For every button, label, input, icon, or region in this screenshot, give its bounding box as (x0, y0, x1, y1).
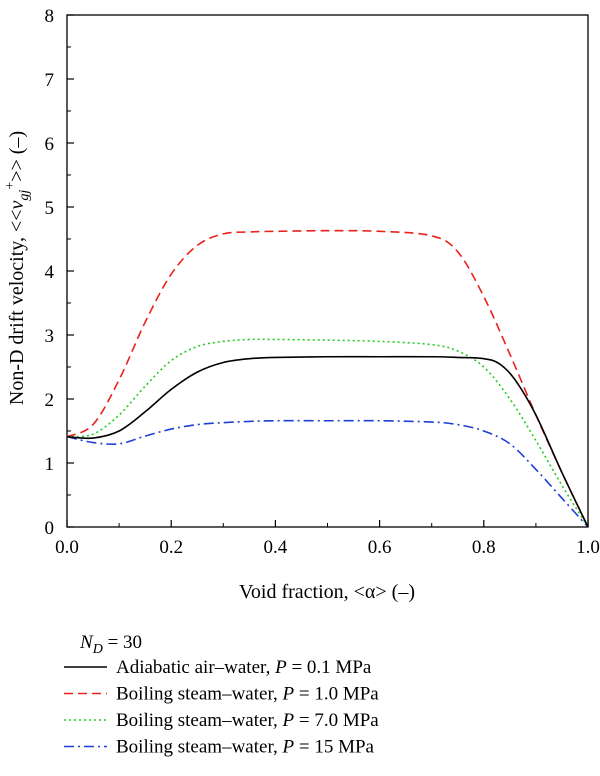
ticks-layer: 0.0 0.2 0.4 0.6 0.8 1.0 0 1 2 3 4 5 6 7 8 (45, 6, 600, 558)
plot-frame (66, 14, 589, 528)
legend-header: ND = 30 (79, 632, 142, 657)
x-tick-label: 1.0 (576, 537, 600, 558)
series-line-2 (66, 229, 589, 528)
legend-label-3: Boiling steam–water, P = 7.0 MPa (116, 710, 379, 731)
series-layer (66, 229, 589, 528)
y-tick-label: 7 (45, 70, 55, 91)
series-line-1 (66, 355, 589, 528)
x-axis-title: Void fraction, <α> (–) (239, 581, 415, 603)
y-tick-label: 1 (45, 454, 55, 475)
legend-label-1: Adiabatic air–water, P = 0.1 MPa (116, 657, 372, 678)
y-tick-label: 4 (45, 262, 55, 283)
legend-label-4: Boiling steam–water, P = 15 MPa (116, 737, 375, 758)
y-tick-label: 2 (45, 390, 55, 411)
x-tick-label: 0.8 (472, 537, 496, 558)
y-tick-label: 8 (45, 6, 55, 27)
y-tick-label: 6 (45, 134, 55, 155)
plot-area-border (66, 14, 589, 528)
x-tick-label: 0.0 (55, 537, 79, 558)
x-tick-label: 0.6 (368, 537, 392, 558)
x-tick-label: 0.4 (264, 537, 288, 558)
series-line-4 (66, 419, 589, 528)
series-line-3 (66, 338, 589, 528)
y-tick-label: 0 (45, 518, 55, 539)
y-tick-label: 5 (45, 198, 55, 219)
x-tick-label: 0.2 (159, 537, 183, 558)
y-axis-title: Non-D drift velocity, <<vgj+>> (–) (3, 131, 32, 405)
y-tick-label: 3 (45, 326, 55, 347)
legend-label-2: Boiling steam–water, P = 1.0 MPa (116, 684, 379, 705)
